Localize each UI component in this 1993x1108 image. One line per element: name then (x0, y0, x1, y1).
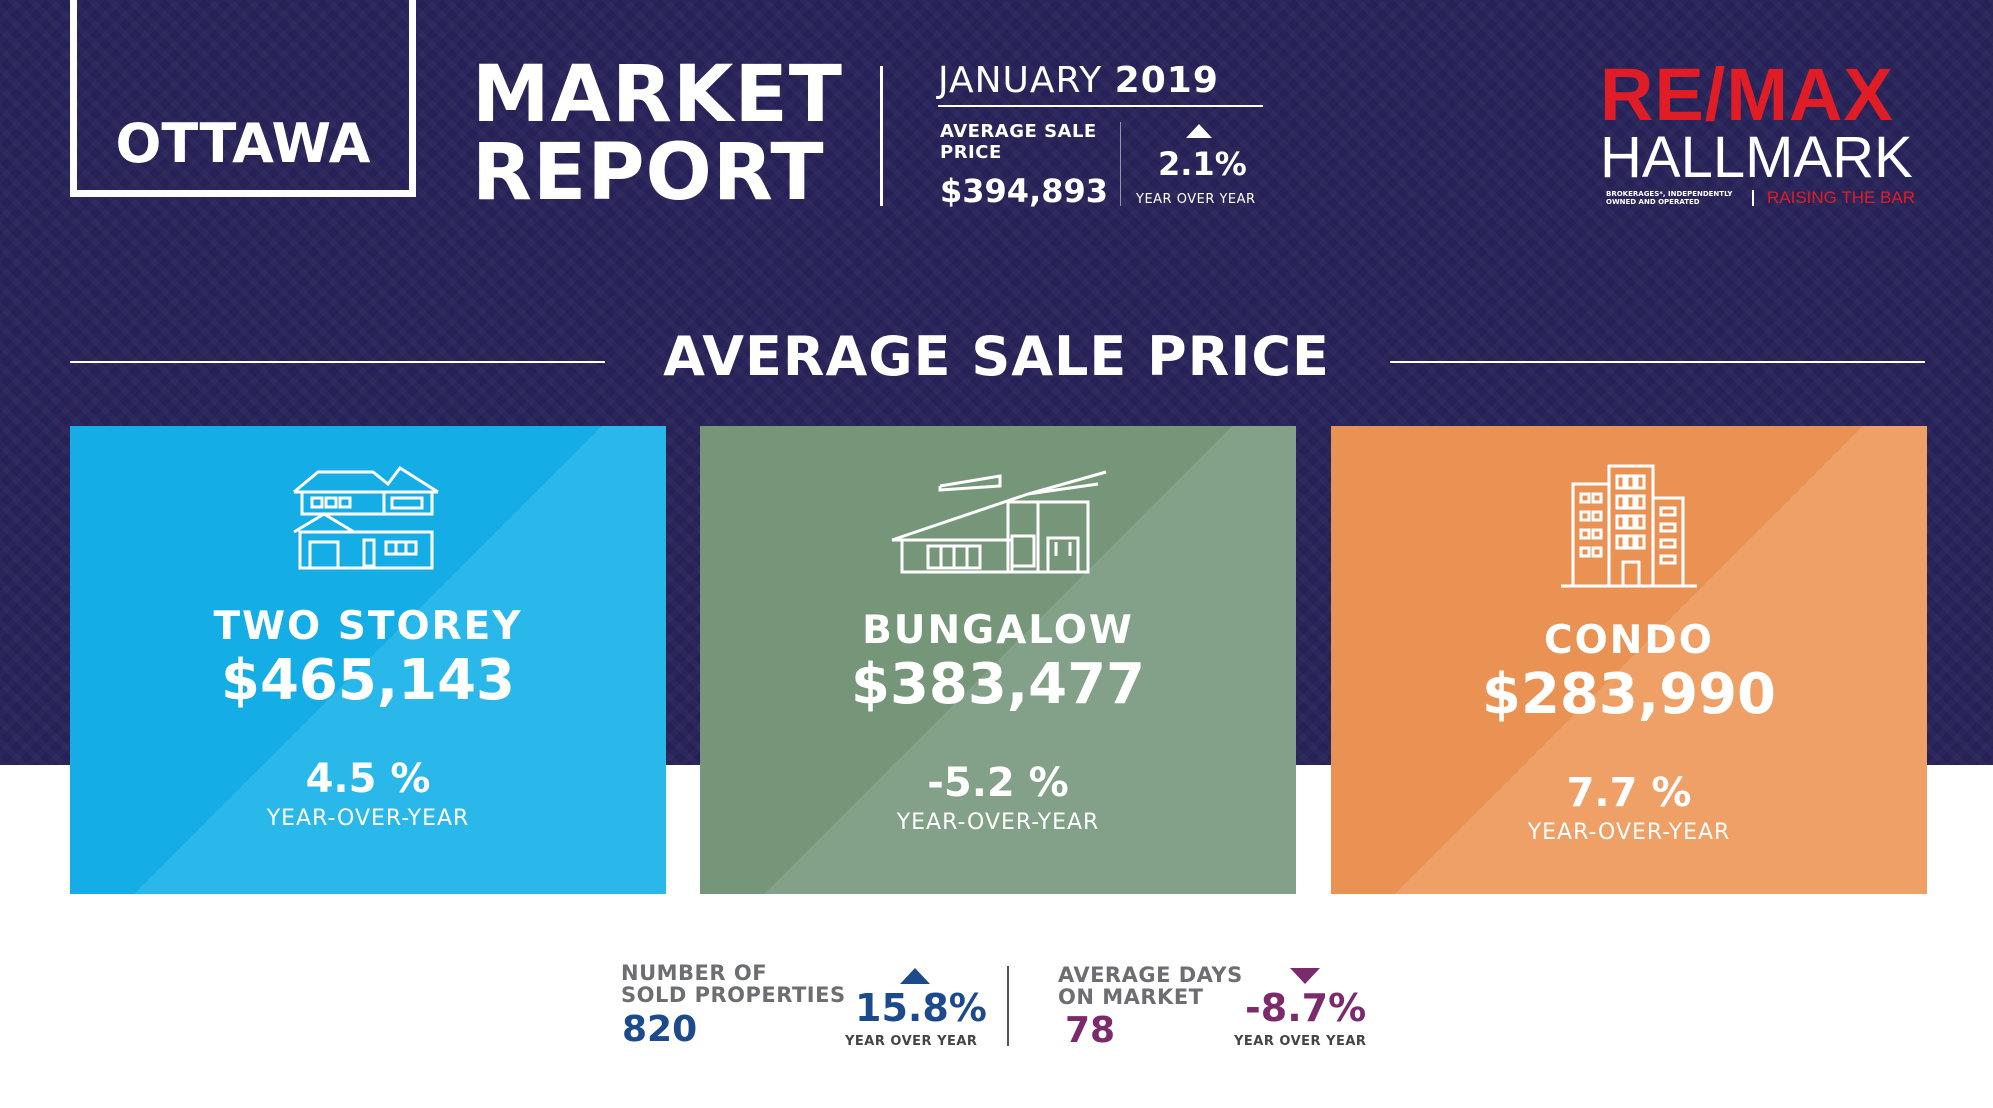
report-year: 2019 (1114, 60, 1219, 101)
section-rule-left (70, 361, 605, 363)
report-title-line1: MARKET (472, 50, 843, 140)
days-change: -8.7% (1245, 986, 1367, 1030)
house-icon (70, 462, 666, 576)
city-frame (70, 0, 416, 197)
card-change-caption: YEAR-OVER-YEAR (896, 810, 1100, 835)
logo-tagline: RAISING THE BAR (1767, 188, 1915, 207)
up-arrow-icon (900, 968, 930, 984)
card-change: -5.2 % (927, 760, 1069, 806)
card-change: 7.7 % (1566, 770, 1692, 816)
logo-disclaimer-line1: BROKERAGES*, INDEPENDENTLY (1606, 190, 1733, 198)
avg-price-change: 2.1% (1158, 145, 1247, 183)
card-condo: CONDO $283,990 7.7 % YEAR-OVER-YEAR (1331, 426, 1927, 894)
section-title: AVERAGE SALE PRICE (663, 325, 1330, 388)
days-label: AVERAGE DAYS ON MARKET (1058, 964, 1243, 1008)
logo-disclaimer: BROKERAGES*, INDEPENDENTLY OWNED AND OPE… (1606, 190, 1733, 206)
avg-price-label-line2: PRICE (940, 142, 1002, 163)
card-label: BUNGALOW (862, 608, 1134, 653)
card-change-caption: YEAR-OVER-YEAR (1527, 820, 1731, 845)
sold-label: NUMBER OF SOLD PROPERTIES (621, 962, 846, 1006)
card-change-caption: YEAR-OVER-YEAR (266, 806, 470, 831)
up-arrow-icon (1186, 124, 1212, 138)
avg-price-label-line1: AVERAGE SALE (940, 121, 1097, 142)
logo-separator (1752, 190, 1754, 206)
days-value: 78 (1065, 1010, 1116, 1051)
days-change-caption: YEAR OVER YEAR (1234, 1034, 1367, 1049)
report-month: JANUARY (938, 60, 1103, 101)
header-divider (880, 66, 883, 206)
stats-divider (1007, 966, 1009, 1046)
avg-price-label: AVERAGE SALE PRICE (940, 121, 1097, 163)
card-label: CONDO (1544, 618, 1714, 663)
sold-change: 15.8% (855, 986, 987, 1030)
days-label-line2: ON MARKET (1058, 985, 1204, 1009)
card-bungalow: BUNGALOW $383,477 -5.2 % YEAR-OVER-YEAR (700, 426, 1296, 894)
logo-disclaimer-line2: OWNED AND OPERATED (1606, 198, 1700, 206)
sold-label-line1: NUMBER OF (621, 961, 768, 985)
section-rule-right (1390, 361, 1925, 363)
sold-value: 820 (622, 1009, 698, 1050)
days-label-line1: AVERAGE DAYS (1058, 963, 1243, 987)
card-price: $383,477 (850, 652, 1146, 717)
city-name: OTTAWA (115, 112, 371, 175)
remax-logo-wordmark: RE/MAX (1600, 53, 1894, 136)
card-change: 4.5 % (305, 756, 431, 802)
sold-change-caption: YEAR OVER YEAR (845, 1034, 978, 1049)
report-title: MARKET REPORT (472, 56, 843, 212)
card-two-storey: TWO STOREY $465,143 4.5 % YEAR-OVER-YEAR (70, 426, 666, 894)
card-price: $283,990 (1481, 662, 1777, 727)
report-title-line2: REPORT (472, 128, 825, 218)
report-period: JANUARY 2019 (938, 60, 1219, 101)
sold-label-line2: SOLD PROPERTIES (621, 983, 846, 1007)
card-price: $465,143 (220, 648, 516, 713)
avg-price-change-caption: YEAR OVER YEAR (1136, 192, 1256, 207)
bungalow-icon (700, 466, 1296, 580)
card-label: TWO STOREY (213, 604, 523, 649)
avg-divider (1120, 122, 1121, 206)
hallmark-wordmark: HALLMARK (1600, 125, 1913, 190)
period-underline (938, 105, 1263, 107)
avg-price-value: $394,893 (940, 172, 1109, 210)
building-icon (1331, 462, 1927, 592)
down-arrow-icon (1290, 968, 1320, 984)
